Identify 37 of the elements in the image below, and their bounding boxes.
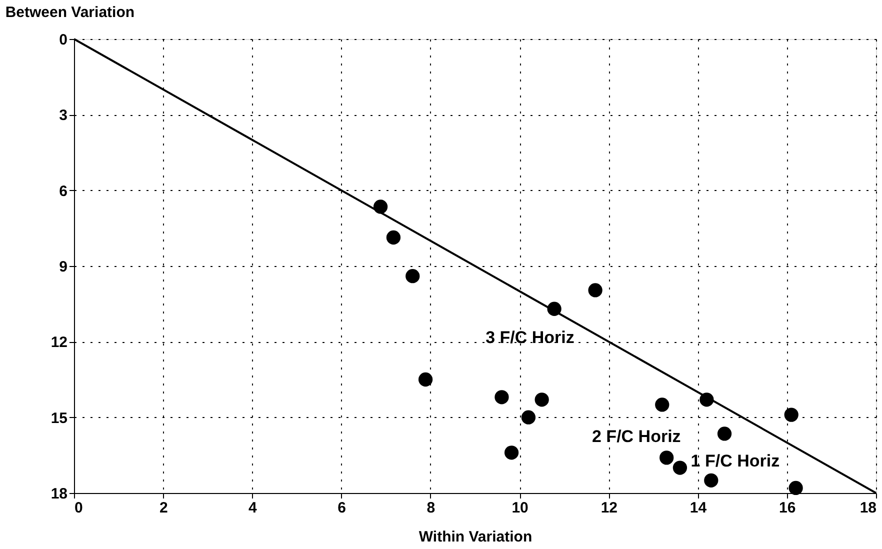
point [534, 392, 549, 407]
point [386, 230, 401, 245]
y-tick-label: 12 [50, 334, 68, 352]
point [704, 473, 718, 488]
point [406, 269, 420, 284]
point [717, 426, 732, 441]
point [655, 398, 670, 412]
y-tick-label: 6 [59, 182, 68, 200]
x-tick-label: 18 [860, 500, 876, 516]
y-axis-title: Between Variation [5, 4, 135, 21]
point [788, 480, 803, 496]
y-tick-label: 0 [59, 32, 68, 48]
x-tick-label: 2 [159, 500, 168, 516]
point [504, 446, 519, 460]
x-tick-label: 0 [74, 500, 83, 516]
x-axis-title: Within Variation [418, 528, 532, 546]
x-tick-label: 8 [426, 500, 436, 516]
y-tick-label: 3 [59, 107, 68, 124]
x-tick-label: 12 [600, 500, 618, 516]
point [672, 460, 688, 475]
annotation: 2 F/C Horiz [592, 427, 681, 446]
y-tick-label: 9 [59, 258, 68, 276]
point [588, 283, 602, 298]
annotation: 1 F/C Horiz [690, 451, 780, 470]
point [521, 410, 536, 424]
point [784, 408, 798, 422]
y-tick-label: 15 [50, 410, 68, 427]
annotation: 3 F/C Horiz [486, 328, 574, 348]
x-tick-label: 14 [690, 500, 708, 516]
x-tick-label: 16 [779, 500, 796, 516]
point [660, 450, 674, 465]
point [418, 372, 433, 387]
y-tick-label: 18 [50, 486, 68, 502]
x-tick-label: 4 [248, 500, 258, 516]
point [494, 390, 509, 404]
x-tick-label: 6 [338, 500, 346, 516]
x-tick-label: 10 [512, 500, 528, 516]
